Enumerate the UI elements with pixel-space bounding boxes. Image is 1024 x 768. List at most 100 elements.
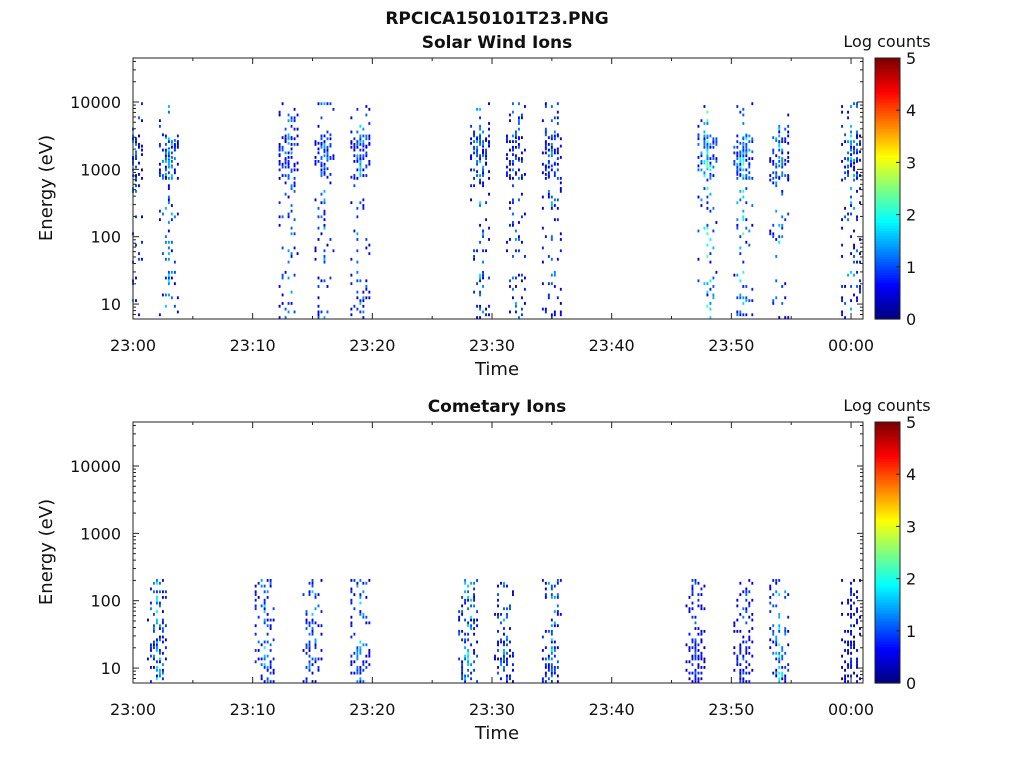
colorbar-segment [875, 495, 900, 499]
heatmap-cell [161, 610, 164, 613]
heatmap-cell [844, 285, 846, 288]
heatmap-cell [350, 654, 353, 658]
heatmap-cell [164, 157, 167, 160]
heatmap-cell [356, 157, 359, 160]
colorbar-segment [875, 534, 900, 538]
heatmap-cell [158, 581, 161, 585]
heatmap-cell [841, 296, 844, 300]
heatmap-cell [284, 161, 287, 165]
heatmap-cell [164, 595, 167, 599]
heatmap-cell [685, 643, 688, 647]
heatmap-cell [173, 260, 176, 264]
heatmap-cell [293, 127, 296, 131]
heatmap-cell [736, 273, 739, 277]
heatmap-cell [694, 640, 697, 644]
heatmap-cell [506, 153, 508, 157]
colorbar-segment [875, 573, 900, 577]
heatmap-cell [688, 649, 691, 652]
heatmap-cell [461, 595, 464, 599]
heatmap-cell [550, 638, 553, 642]
heatmap-cell [167, 195, 170, 199]
heatmap-cell [700, 161, 703, 165]
heatmap-cell [544, 593, 547, 596]
heatmap-cell [320, 143, 323, 146]
heatmap-cell [778, 657, 781, 661]
colorbar-segment [875, 245, 900, 250]
heatmap-cell [553, 134, 556, 138]
heatmap-cell [470, 581, 473, 585]
colorbar-segment [875, 206, 900, 210]
heatmap-cell [515, 140, 517, 144]
heatmap-cell [173, 304, 176, 308]
heatmap-cell [784, 218, 787, 222]
heatmap-cell [736, 296, 739, 300]
heatmap-cell [161, 252, 164, 256]
heatmap-cell [847, 663, 849, 667]
heatmap-cell [485, 154, 487, 158]
heatmap-cell [706, 119, 709, 123]
heatmap-cell [778, 144, 781, 148]
heatmap-cell [553, 171, 556, 175]
heatmap-cell [706, 304, 709, 308]
heatmap-cell [736, 201, 739, 205]
heatmap-cell [859, 150, 861, 154]
heatmap-cell [167, 171, 170, 175]
heatmap-cell [859, 187, 861, 190]
heatmap-cell [751, 176, 754, 180]
colorbar-segment [875, 193, 900, 197]
heatmap-cell [290, 170, 293, 173]
colorbar-segment [875, 542, 900, 546]
heatmap-cell [541, 680, 544, 683]
heatmap-cell [694, 581, 697, 585]
colorbar-segment [875, 560, 900, 564]
heatmap-cell [742, 232, 745, 236]
burst-1 [254, 579, 275, 683]
colorbar-tick-label: 4 [906, 465, 916, 484]
heatmap-cell [787, 663, 790, 667]
heatmap-cell [176, 134, 179, 138]
colorbar-segment [875, 435, 900, 439]
heatmap-cell [544, 102, 547, 106]
heatmap-cell [365, 145, 368, 149]
heatmap-cell [712, 145, 715, 149]
heatmap-cell [553, 649, 556, 652]
heatmap-cell [356, 140, 359, 144]
colorbar-segment [875, 617, 900, 621]
cometary-colorbar-label: Log counts [843, 396, 930, 415]
heatmap-cell [691, 590, 694, 594]
heatmap-cell [167, 257, 170, 261]
colorbar-segment [875, 125, 900, 130]
heatmap-cell [853, 255, 855, 258]
heatmap-cell [748, 134, 751, 138]
heatmap-cell [470, 677, 473, 681]
colorbar-segment [875, 232, 900, 237]
heatmap-cell [547, 192, 550, 196]
heatmap-cell [353, 304, 356, 308]
heatmap-cell [781, 140, 784, 144]
heatmap-cell [479, 137, 481, 141]
heatmap-cell [712, 296, 715, 300]
heatmap-cell [544, 127, 547, 131]
colorbar-segment [875, 437, 900, 441]
heatmap-cell [547, 195, 550, 199]
colorbar-tick-label: 5 [906, 413, 916, 432]
heatmap-cell [170, 204, 173, 207]
heatmap-cell [161, 640, 164, 644]
heatmap-cell [473, 649, 476, 652]
burst-10 [841, 579, 861, 683]
colorbar-segment [875, 664, 900, 668]
heatmap-cell [278, 285, 281, 288]
colorbar-segment [875, 290, 900, 294]
heatmap-cell [778, 677, 781, 681]
heatmap-cell [320, 310, 323, 314]
heatmap-cell [173, 145, 176, 149]
heatmap-cell [700, 654, 703, 658]
heatmap-cell [359, 646, 362, 650]
heatmap-cell [515, 157, 517, 160]
heatmap-cell [266, 595, 269, 599]
heatmap-cell [553, 668, 556, 672]
heatmap-cell [736, 168, 739, 172]
heatmap-cell [739, 296, 742, 300]
heatmap-cell [254, 590, 257, 594]
heatmap-cell [135, 154, 137, 158]
